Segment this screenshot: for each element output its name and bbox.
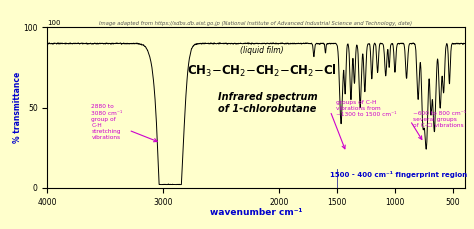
Text: ~600 to 800 cm⁻¹
several groups
of C-Cl vibrations: ~600 to 800 cm⁻¹ several groups of C-Cl … <box>413 111 466 128</box>
Text: of 1-chlorobutane: of 1-chlorobutane <box>219 104 317 114</box>
Text: Infrared spectrum: Infrared spectrum <box>218 92 318 102</box>
X-axis label: wavenumber cm⁻¹: wavenumber cm⁻¹ <box>210 208 302 217</box>
Text: 1500 - 400 cm⁻¹ fingerprint region: 1500 - 400 cm⁻¹ fingerprint region <box>330 171 467 178</box>
Y-axis label: % transmittance: % transmittance <box>13 72 22 143</box>
Text: CH$_3$$-$CH$_2$$-$CH$_2$$-$CH$_2$$-$Cl: CH$_3$$-$CH$_2$$-$CH$_2$$-$CH$_2$$-$Cl <box>187 63 337 79</box>
Text: (liquid film): (liquid film) <box>240 46 283 55</box>
Text: 2880 to
3080 cm⁻¹
group of
C-H
stretching
vibrations: 2880 to 3080 cm⁻¹ group of C-H stretchin… <box>91 104 123 140</box>
Text: groups of C-H
vibrations from
~1300 to 1500 cm⁻¹: groups of C-H vibrations from ~1300 to 1… <box>336 100 396 117</box>
Title: Image adapted from https://sdbs.db.aist.go.jp (National Institute of Advanced In: Image adapted from https://sdbs.db.aist.… <box>100 21 412 26</box>
Text: 100: 100 <box>47 20 61 26</box>
